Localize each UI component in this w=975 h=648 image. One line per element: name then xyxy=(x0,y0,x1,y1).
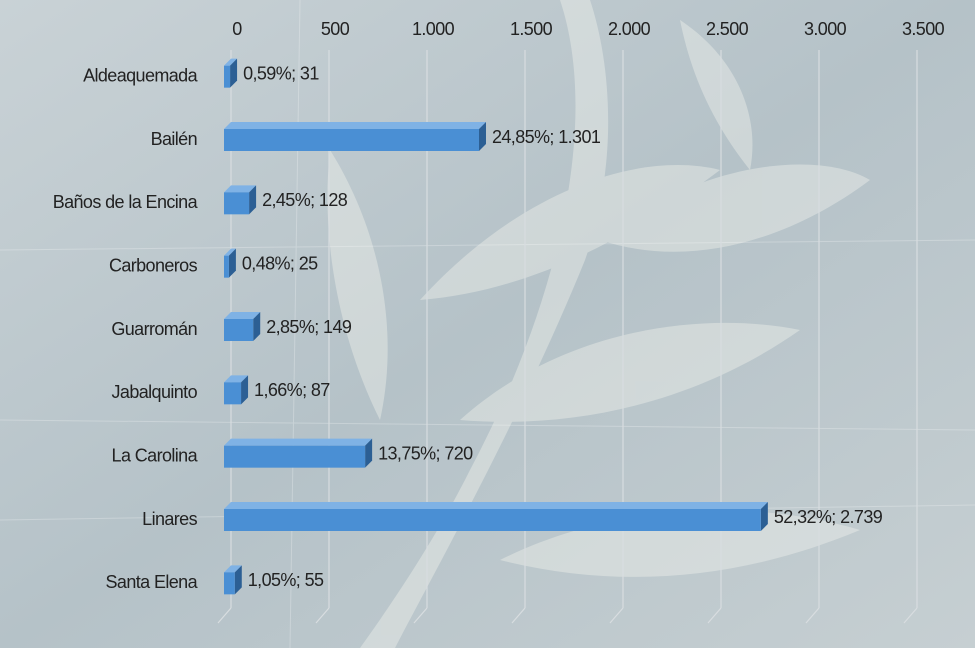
x-tick-label: 500 xyxy=(321,19,350,39)
bar-top xyxy=(224,375,249,383)
grid-floor xyxy=(315,607,330,624)
bar-side xyxy=(478,122,486,151)
bar-top xyxy=(224,565,242,573)
y-tick-label: Bailén xyxy=(151,129,197,149)
value-label: 0,59%; 31 xyxy=(243,63,319,83)
bar xyxy=(224,445,366,468)
bar xyxy=(224,382,242,405)
bar xyxy=(224,509,761,531)
bar-top xyxy=(224,122,486,129)
grid-floor xyxy=(413,607,428,624)
bar xyxy=(224,255,229,278)
value-label: 2,85%; 149 xyxy=(266,317,352,337)
grid-floor xyxy=(217,607,232,624)
y-tick-label: Aldeaquemada xyxy=(83,65,198,85)
bar xyxy=(224,319,254,341)
value-label: 2,45%; 128 xyxy=(262,190,348,210)
x-tick-label: 2.500 xyxy=(706,19,749,39)
bar-side xyxy=(228,248,236,278)
x-tick-label: 0 xyxy=(232,19,242,39)
background-leaves xyxy=(327,0,870,648)
x-tick-label: 2.000 xyxy=(608,19,651,39)
bar-top xyxy=(224,248,236,256)
grid-floor xyxy=(707,607,722,624)
bar-side xyxy=(253,312,261,341)
value-label: 24,85%; 1.301 xyxy=(492,127,601,147)
y-tick-label: La Carolina xyxy=(112,445,199,465)
y-tick-label: Jabalquinto xyxy=(112,382,198,402)
value-label: 1,66%; 87 xyxy=(254,380,330,400)
bar-top xyxy=(224,185,257,193)
bar-side xyxy=(230,58,238,88)
value-label: 1,05%; 55 xyxy=(248,570,324,590)
bar-side xyxy=(365,438,373,468)
plot-area: 0 500 1.000 1.500 2.000 2.500 3.000 3.500 Aldeaq… xyxy=(53,19,945,624)
y-tick-label: Carboneros xyxy=(109,255,198,275)
y-tick-label: Linares xyxy=(142,509,197,529)
grid-floor xyxy=(609,607,624,624)
bar xyxy=(224,192,250,215)
x-tick-label: 1.500 xyxy=(510,19,553,39)
x-tick-label: 1.000 xyxy=(412,19,455,39)
value-label: 0,48%; 25 xyxy=(242,253,318,273)
bar-side xyxy=(760,502,768,531)
grid-floor xyxy=(511,607,526,624)
bar xyxy=(224,572,235,595)
y-tick-label: Baños de la Encina xyxy=(53,192,199,212)
y-tick-label: Santa Elena xyxy=(106,572,199,592)
x-tick-label: 3.000 xyxy=(804,19,847,39)
bar xyxy=(224,129,479,151)
value-label: 52,32%; 2.739 xyxy=(774,507,883,527)
bar-top xyxy=(224,438,373,446)
grid-floor xyxy=(805,607,820,624)
bar-side xyxy=(241,375,249,405)
bar-top xyxy=(224,58,238,66)
bar xyxy=(224,65,231,88)
bar-top xyxy=(224,502,768,509)
y-tick-label: Guarromán xyxy=(111,319,197,339)
bar-side xyxy=(234,565,242,595)
value-label: 13,75%; 720 xyxy=(378,443,473,463)
bar-top xyxy=(224,312,261,319)
bar-side xyxy=(249,185,257,215)
grid-floor xyxy=(903,607,918,624)
x-tick-label: 3.500 xyxy=(902,19,945,39)
